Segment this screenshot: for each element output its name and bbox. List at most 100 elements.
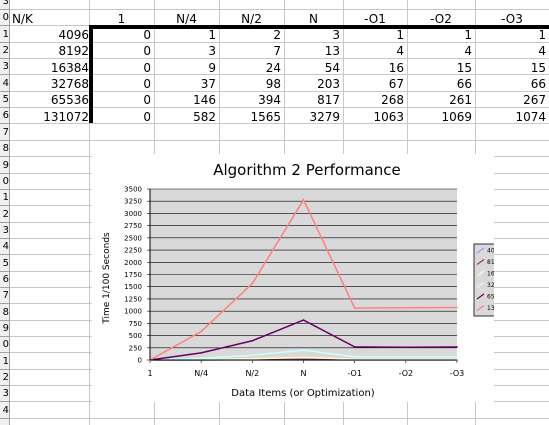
column-header-cell[interactable]: 1 [117,12,126,26]
column-header-cell[interactable]: -O1 [364,12,386,26]
value-cell[interactable]: 1 [396,28,404,42]
value-cell[interactable]: 66 [530,76,546,91]
row-header-divider [0,385,9,386]
row-number[interactable]: 5 [2,258,9,269]
value-cell[interactable]: 1063 [373,109,404,124]
row-number[interactable]: 2 [2,209,9,220]
row-header-divider [0,352,9,353]
value-cell[interactable]: 261 [449,93,472,108]
row-number[interactable]: 1 [2,192,9,203]
value-cell[interactable]: 268 [381,93,404,108]
row-number[interactable]: 3 [2,225,9,236]
row-number[interactable]: 0 [2,176,9,187]
value-cell[interactable]: 0 [143,44,151,59]
value-cell[interactable]: 98 [265,76,281,91]
row-number[interactable]: 8 [2,307,9,318]
row-number[interactable]: 4 [2,241,9,252]
row-number[interactable]: 8 [2,143,9,154]
row-label-cell[interactable]: 65536 [50,93,89,108]
column-header-cell[interactable]: N [309,12,318,26]
value-cell[interactable]: 2 [273,28,281,42]
value-cell[interactable]: 3 [208,44,216,59]
value-cell[interactable]: 0 [143,28,151,42]
row-number[interactable]: 6 [2,274,9,285]
row-number[interactable]: 3 [2,0,9,7]
data-point [302,356,305,359]
row-number[interactable]: 0 [2,339,9,350]
value-cell[interactable]: 0 [143,109,151,124]
row-number[interactable]: 4 [2,405,9,416]
x-tick-label: N/4 [194,369,208,378]
legend-label: 131072 [487,305,494,312]
row-number[interactable]: 1 [2,29,9,40]
row-label-cell[interactable]: 131072 [43,109,89,124]
value-cell[interactable]: 1 [464,28,472,42]
value-cell[interactable]: 54 [324,60,340,75]
value-cell[interactable]: 267 [523,93,546,108]
value-cell[interactable]: 1069 [441,109,472,124]
value-cell[interactable]: 67 [388,76,404,91]
row-header-divider [0,418,9,419]
value-cell[interactable]: 4 [396,44,404,59]
row-number[interactable]: 2 [2,372,9,383]
column-header-cell[interactable]: N/4 [176,12,197,26]
value-cell[interactable]: 0 [143,93,151,108]
value-cell[interactable]: 817 [317,93,340,108]
row-header-divider [0,238,9,239]
row-label-cell[interactable]: 16384 [50,60,89,75]
row-number[interactable]: 9 [2,323,9,334]
value-cell[interactable]: 4 [538,44,546,59]
value-cell[interactable]: 13 [324,44,340,59]
performance-chart[interactable]: Algorithm 2 Performance 0250500750100012… [92,154,494,402]
row-number[interactable]: 6 [2,110,9,121]
value-cell[interactable]: 66 [456,76,472,91]
value-cell[interactable]: 3 [332,28,340,42]
value-cell[interactable]: 4 [464,44,472,59]
row-number[interactable]: 2 [2,45,9,56]
column-header-cell[interactable]: -O2 [430,12,452,26]
value-cell[interactable]: 203 [317,76,340,91]
x-tick-label: -O3 [450,369,465,378]
row-label-cell[interactable]: 8192 [58,44,89,59]
value-cell[interactable]: 9 [208,60,216,75]
value-cell[interactable]: 0 [143,60,151,75]
value-cell[interactable]: 394 [258,93,281,108]
value-cell[interactable]: 1565 [250,109,281,124]
value-cell[interactable]: 3279 [309,109,340,124]
row-header-divider [0,173,9,174]
corner-header-cell[interactable]: N/K [12,12,33,26]
row-number[interactable]: 5 [2,94,9,105]
row-number[interactable]: 7 [2,127,9,138]
row-number[interactable]: 1 [2,356,9,367]
value-cell[interactable]: 24 [265,60,281,75]
value-cell[interactable]: 146 [193,93,216,108]
legend-swatch [476,282,485,288]
legend-label: 8192 [487,259,494,266]
value-cell[interactable]: 15 [530,60,546,75]
value-cell[interactable]: 7 [273,44,281,59]
legend-swatch [476,270,485,277]
value-cell[interactable]: 0 [143,76,151,91]
row-header-column[interactable] [0,0,10,425]
row-label-cell[interactable]: 4096 [58,28,89,42]
row-label-cell[interactable]: 32768 [50,76,89,91]
legend-label: 32768 [487,282,494,289]
value-cell[interactable]: 16 [388,60,404,75]
column-header-cell[interactable]: -O3 [501,12,523,26]
value-cell[interactable]: 582 [193,109,216,124]
row-number[interactable]: 3 [2,388,9,399]
value-cell[interactable]: 37 [200,76,216,91]
value-cell[interactable]: 1074 [515,109,546,124]
value-cell[interactable]: 1 [208,28,216,42]
row-number[interactable]: 9 [2,160,9,171]
data-point [251,358,254,360]
row-number[interactable]: 3 [2,61,9,72]
value-cell[interactable]: 1 [538,28,546,42]
row-number[interactable]: 7 [2,290,9,301]
data-point [353,346,356,348]
row-number[interactable]: 4 [2,78,9,89]
value-cell[interactable]: 15 [456,60,472,75]
row-header-divider [0,156,9,157]
row-number[interactable]: 0 [2,12,9,23]
column-header-cell[interactable]: N/2 [241,12,262,26]
